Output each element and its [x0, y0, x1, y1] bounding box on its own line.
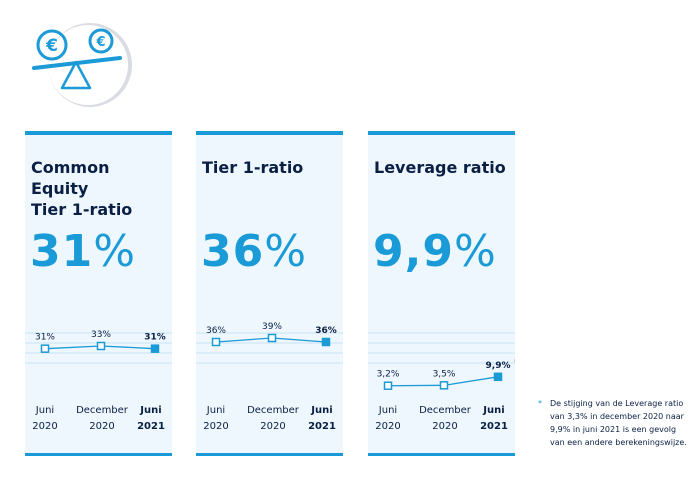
data-point — [211, 337, 221, 347]
x-label: Juni 2020 — [32, 405, 58, 432]
x-label: Juni 2021 — [137, 405, 165, 432]
x-label: Juni 2020 — [203, 405, 229, 432]
data-point — [383, 381, 393, 390]
panel-title: Tier 1-ratio — [202, 158, 304, 177]
data-point — [439, 381, 449, 390]
data-point — [150, 344, 160, 353]
data-point — [493, 372, 503, 382]
footnote: * De stijging van de Leverage ratio van … — [538, 397, 688, 449]
euro-symbol-large: € — [45, 36, 58, 56]
data-label: 33% — [91, 330, 111, 340]
data-point — [96, 341, 106, 351]
panel-cet1-ratio: Common Equity Tier 1-ratio 31% 31% 33% 31%… — [25, 131, 172, 456]
x-label: December 2020 — [247, 405, 299, 432]
euro-coin-large — [36, 29, 68, 61]
footnote-marker: * — [538, 399, 542, 408]
euro-coin-small — [88, 28, 114, 54]
panel-title: Leverage ratio — [374, 158, 506, 177]
data-label: 31% — [144, 333, 166, 343]
x-label: December 2020 — [419, 405, 471, 432]
footnote-ref-marker: * — [514, 358, 515, 366]
headline-value: 36% — [201, 226, 308, 277]
data-point — [321, 337, 331, 347]
data-point — [40, 344, 50, 353]
x-label: Juni 2020 — [375, 405, 401, 432]
balance-scale-euro-icon: € € — [32, 23, 132, 107]
footnote-text: De stijging van de Leverage ratio van 3,… — [550, 399, 687, 447]
panel-title: Common Equity Tier 1-ratio — [31, 158, 133, 219]
panel-leverage-ratio: Leverage ratio 9,9% 3,2%3,5%9,9%* Juni20… — [368, 131, 515, 456]
x-label: Juni 2021 — [480, 405, 508, 432]
mini-line-chart: 31% 33% 31% — [25, 330, 172, 364]
data-label: 3,5% — [433, 369, 456, 379]
data-point — [267, 333, 277, 343]
panel-tier1-ratio: Tier 1-ratio 36% 36% 39% 36% Juni 2020 Dece… — [196, 131, 343, 456]
data-label: 39% — [262, 322, 282, 332]
x-label: Juni 2021 — [308, 405, 336, 432]
euro-symbol-small: € — [95, 35, 105, 50]
data-label: 31% — [35, 333, 55, 343]
mini-line-chart: 36% 39% 36% — [196, 322, 343, 364]
data-label: 36% — [315, 326, 337, 336]
data-label: 3,2% — [377, 370, 400, 380]
data-label: 9,9% — [486, 361, 511, 371]
data-label: 36% — [206, 326, 226, 336]
x-label: December 2020 — [76, 405, 128, 432]
headline-value: 9,9% — [373, 226, 497, 277]
headline-value: 31% — [30, 226, 137, 277]
mini-line-chart: 3,2% 3,5% 9,9%* — [368, 332, 515, 390]
